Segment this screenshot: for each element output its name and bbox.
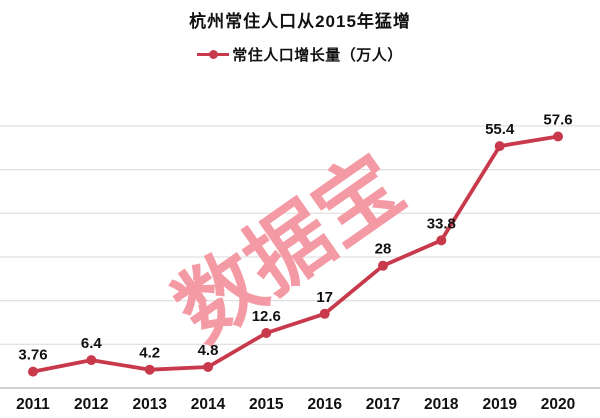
legend-line-dot-icon	[197, 49, 230, 60]
legend-label: 常住人口增长量（万人）	[232, 47, 403, 64]
data-label-2019: 55.4	[485, 121, 515, 138]
data-point-2018	[436, 235, 447, 246]
legend-dot-icon	[208, 50, 218, 59]
x-tick-2014: 2014	[191, 396, 226, 413]
x-tick-2019: 2019	[482, 396, 517, 413]
x-tick-2018: 2018	[424, 396, 459, 413]
data-point-2019	[494, 141, 505, 152]
data-point-2015	[261, 328, 272, 338]
x-tick-2012: 2012	[74, 396, 108, 413]
data-label-2020: 57.6	[543, 112, 572, 129]
x-tick-2013: 2013	[132, 396, 167, 413]
data-label-2018: 33.8	[427, 215, 456, 232]
data-label-2014: 4.8	[198, 342, 219, 359]
data-point-2017	[378, 260, 388, 271]
data-label-2012: 6.4	[81, 335, 103, 352]
data-point-2016	[319, 308, 330, 319]
x-tick-2017: 2017	[366, 396, 400, 413]
legend: 常住人口增长量（万人）	[0, 44, 600, 65]
series-line	[31, 134, 560, 374]
data-label-2017: 28	[375, 241, 392, 258]
data-label-2011: 3.76	[18, 347, 47, 364]
data-point-2011	[28, 366, 38, 377]
data-point-2014	[203, 362, 213, 372]
data-label-2015: 12.6	[252, 308, 281, 325]
x-tick-2016: 2016	[307, 396, 342, 413]
data-point-2013	[144, 364, 155, 375]
x-tick-2020: 2020	[541, 396, 575, 413]
data-point-2012	[86, 355, 97, 366]
data-label-2016: 17	[316, 289, 333, 306]
data-label-2013: 4.2	[139, 345, 160, 362]
chart-title: 杭州常住人口从2015年猛增	[189, 12, 411, 31]
x-tick-2015: 2015	[249, 396, 284, 413]
data-point-2020	[553, 131, 563, 142]
x-tick-2011: 2011	[16, 396, 50, 413]
